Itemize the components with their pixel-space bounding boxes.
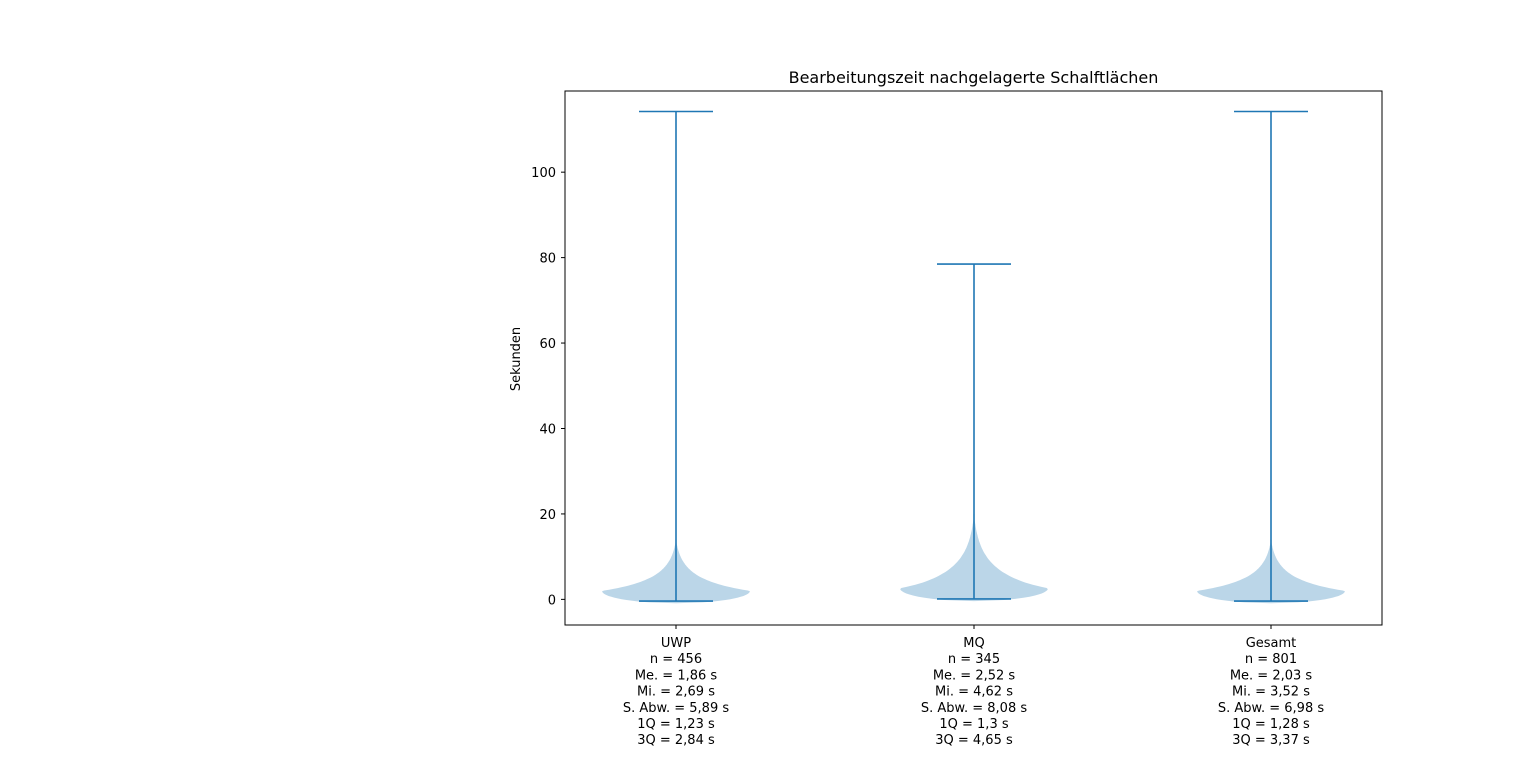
x-tick-stat-label: n = 456 (650, 652, 702, 667)
y-tick-label: 20 (539, 508, 556, 523)
x-tick-stat-label: Me. = 2,03 s (1230, 668, 1313, 683)
y-tick-label: 100 (531, 166, 556, 181)
x-tick-stat-label: Mi. = 4,62 s (935, 685, 1013, 700)
x-tick-stat-label: Mi. = 2,69 s (637, 685, 715, 700)
x-tick-stat-label: n = 801 (1245, 652, 1297, 667)
violin-lines-layer (639, 110, 1308, 602)
x-tick-stat-label: Me. = 1,86 s (635, 668, 718, 683)
x-tick-label: UWP (661, 636, 691, 651)
x-tick-stat-label: S. Abw. = 6,98 s (1218, 701, 1324, 716)
y-tick-label: 0 (548, 593, 556, 608)
x-tick-label: Gesamt (1246, 636, 1297, 651)
x-tick-stat-label: S. Abw. = 5,89 s (623, 701, 729, 716)
y-tick-label: 40 (539, 422, 556, 437)
x-tick-stat-label: S. Abw. = 8,08 s (921, 701, 1027, 716)
y-axis-label: Sekunden (509, 327, 524, 391)
chart-title: Bearbeitungszeit nachgelagerte Schalftlä… (789, 68, 1159, 87)
x-tick-stat-label: n = 345 (948, 652, 1000, 667)
x-tick-stat-label: 3Q = 4,65 s (935, 733, 1013, 748)
y-axis: 0 20 40 60 80 100 (531, 166, 565, 608)
x-tick-stat-label: 1Q = 1,28 s (1232, 717, 1310, 732)
x-tick-stat-label: 1Q = 1,23 s (637, 717, 715, 732)
x-tick-stat-label: 3Q = 3,37 s (1232, 733, 1310, 748)
x-tick-stat-label: Me. = 2,52 s (933, 668, 1016, 683)
x-tick-stat-label: 3Q = 2,84 s (637, 733, 715, 748)
x-tick-label: MQ (963, 636, 984, 651)
y-tick-label: 80 (539, 252, 556, 267)
x-tick-stat-label: Mi. = 3,52 s (1232, 685, 1310, 700)
x-tick-stat-label: 1Q = 1,3 s (939, 717, 1008, 732)
y-tick-label: 60 (539, 337, 556, 352)
